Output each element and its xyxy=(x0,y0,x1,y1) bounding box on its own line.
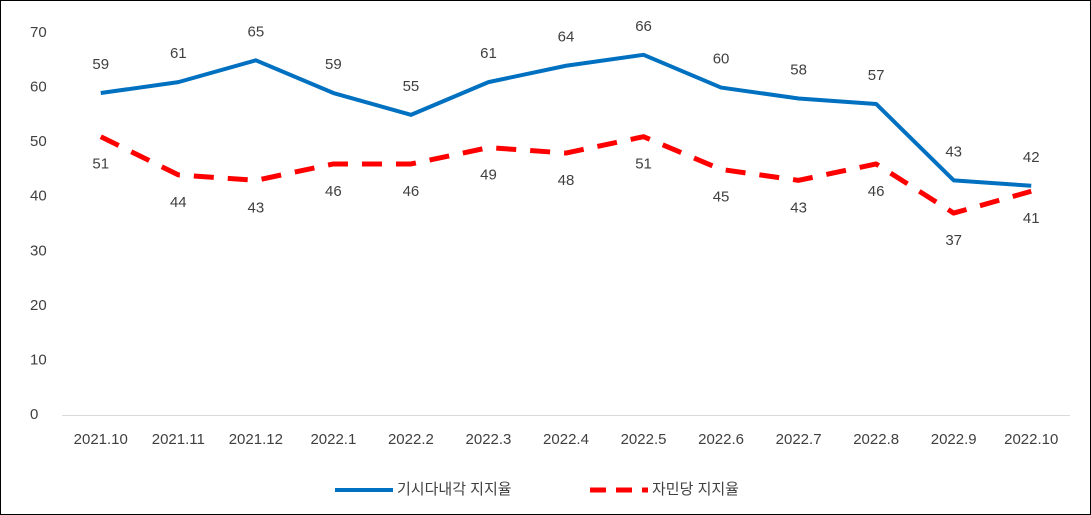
x-tick-label: 2022.2 xyxy=(388,431,434,448)
y-tick-label: 20 xyxy=(30,297,47,314)
data-label: 44 xyxy=(170,194,187,211)
data-label: 60 xyxy=(713,51,730,68)
data-label: 58 xyxy=(790,61,807,78)
y-tick-label: 10 xyxy=(30,351,47,368)
y-tick-label: 60 xyxy=(30,79,47,96)
data-label: 55 xyxy=(403,78,420,95)
data-label: 46 xyxy=(403,183,420,200)
data-label: 59 xyxy=(325,56,342,73)
data-label: 43 xyxy=(790,199,807,216)
x-tick-label: 2022.8 xyxy=(853,431,899,448)
x-tick-label: 2021.11 xyxy=(152,431,205,448)
x-tick-label: 2022.6 xyxy=(698,431,744,448)
x-tick-label: 2021.12 xyxy=(229,431,283,448)
legend-label: 자민당 지지율 xyxy=(652,481,739,498)
data-label: 46 xyxy=(868,183,885,200)
x-tick-label: 2022.4 xyxy=(543,431,589,448)
data-label: 37 xyxy=(945,232,962,249)
series-line xyxy=(100,52,1032,188)
data-label: 57 xyxy=(868,67,885,84)
data-label: 49 xyxy=(480,167,497,184)
data-label: 65 xyxy=(248,23,265,40)
x-tick-label: 2022.7 xyxy=(776,431,822,448)
x-tick-label: 2022.1 xyxy=(310,431,356,448)
data-label: 41 xyxy=(1023,210,1040,227)
data-label: 51 xyxy=(92,156,109,173)
y-tick-label: 0 xyxy=(30,406,38,423)
x-tick-label: 2022.5 xyxy=(621,431,667,448)
data-label: 48 xyxy=(558,172,575,189)
x-tick-label: 2022.9 xyxy=(931,431,977,448)
y-tick-label: 70 xyxy=(30,24,47,41)
data-label: 45 xyxy=(713,188,730,205)
data-label: 43 xyxy=(248,199,265,216)
legend-label: 기시다내각 지지율 xyxy=(397,481,512,498)
series-line xyxy=(99,134,1032,216)
data-label: 64 xyxy=(558,29,575,46)
x-tick-label: 2021.10 xyxy=(74,431,128,448)
data-label: 46 xyxy=(325,183,342,200)
data-label: 66 xyxy=(635,18,652,35)
data-label: 42 xyxy=(1023,149,1040,166)
y-tick-label: 30 xyxy=(30,242,47,259)
data-label: 61 xyxy=(170,45,187,62)
data-label: 51 xyxy=(635,156,652,173)
y-tick-label: 40 xyxy=(30,188,47,205)
x-tick-label: 2022.3 xyxy=(466,431,512,448)
data-label: 59 xyxy=(92,56,109,73)
data-label: 61 xyxy=(480,45,497,62)
x-tick-label: 2022.10 xyxy=(1004,431,1058,448)
y-tick-label: 50 xyxy=(30,133,47,150)
data-label: 43 xyxy=(945,143,962,160)
